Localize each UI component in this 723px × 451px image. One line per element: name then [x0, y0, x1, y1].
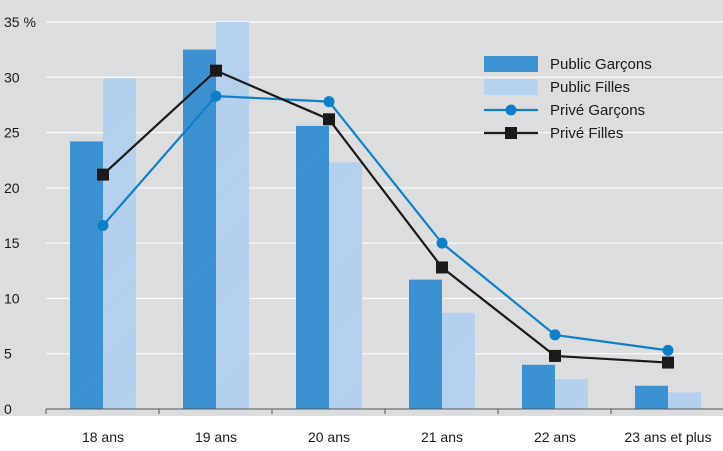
- point-prive-filles: [210, 64, 222, 77]
- point-prive-garcons: [662, 344, 674, 356]
- x-tick-label: 20 ans: [308, 429, 350, 445]
- bar-public-garcons: [296, 125, 329, 410]
- bar-public-garcons: [635, 385, 668, 409]
- legend-public-garcons: Public Garçons: [484, 56, 652, 73]
- legend-label: Privé Garçons: [550, 102, 645, 119]
- legend-label: Privé Filles: [550, 125, 623, 142]
- x-tick-label: 18 ans: [82, 429, 124, 445]
- bar-public-garcons: [183, 49, 216, 410]
- x-tick-label: 21 ans: [421, 429, 463, 445]
- x-tick-label: 19 ans: [195, 429, 237, 445]
- line-prive-filles: [102, 69, 669, 364]
- y-tick-label: 25: [4, 125, 20, 141]
- y-tick-label: 30: [4, 69, 20, 85]
- legend-prive-garcons: Privé Garçons: [484, 102, 645, 119]
- point-prive-filles: [323, 113, 335, 126]
- legend-prive-filles: Privé Filles: [484, 125, 623, 142]
- legend-marker: [505, 104, 517, 116]
- point-prive-garcons: [436, 237, 448, 249]
- axes: 0 5 10 15 20 25 30 35 % 18 ans 19 ans 20 ans 21 ans…: [4, 14, 723, 445]
- bar-public-garcons: [522, 364, 555, 409]
- point-prive-garcons: [323, 96, 335, 108]
- y-tick-label: 20: [4, 180, 20, 196]
- x-tick-label: 23 ans et plus: [624, 429, 711, 445]
- y-tick-label: 15: [4, 235, 20, 251]
- y-tick-label: 0: [4, 401, 12, 417]
- legend-label: Public Garçons: [550, 56, 652, 73]
- point-prive-garcons: [210, 90, 222, 102]
- bar-public-filles: [442, 312, 475, 409]
- y-tick-label: 5: [4, 346, 12, 362]
- legend-label: Public Filles: [550, 79, 630, 96]
- bar-public-garcons: [409, 279, 442, 409]
- legend: Public Garçons Public Filles Privé Garçons…: [484, 56, 652, 142]
- legend-public-filles: Public Filles: [484, 79, 630, 96]
- bar-public-filles: [668, 392, 701, 409]
- legend-swatch: [484, 56, 538, 72]
- lines: [97, 64, 674, 369]
- x-tick-label: 22 ans: [534, 429, 576, 445]
- bar-public-filles: [329, 162, 362, 409]
- point-prive-filles: [97, 168, 109, 181]
- bars: [70, 22, 701, 410]
- legend-swatch: [484, 79, 538, 95]
- point-prive-garcons: [97, 219, 109, 231]
- bar-public-filles: [555, 379, 588, 409]
- point-prive-filles: [436, 261, 448, 274]
- point-prive-filles: [662, 356, 674, 369]
- point-prive-garcons: [549, 329, 561, 341]
- y-tick-label: 35 %: [4, 14, 36, 30]
- legend-marker: [505, 127, 517, 139]
- y-tick-label: 10: [4, 290, 20, 306]
- point-prive-filles: [549, 349, 561, 362]
- bar-public-filles: [103, 78, 136, 410]
- bar-public-garcons: [70, 141, 103, 409]
- gridlines: [46, 21, 723, 355]
- bar-public-filles: [216, 22, 249, 409]
- line-prive-garcons: [102, 94, 669, 352]
